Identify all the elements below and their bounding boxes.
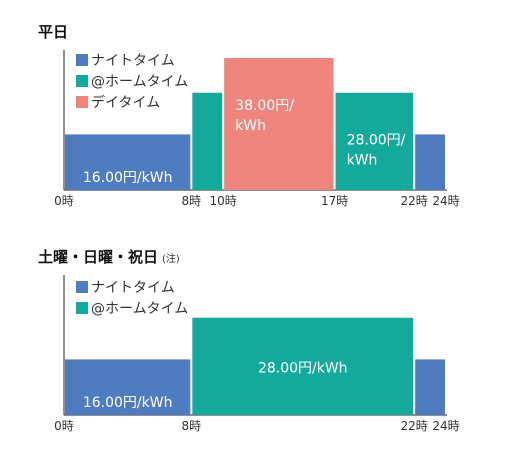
legend-swatch [76, 54, 88, 66]
x-tick-label: 10時 [210, 194, 237, 208]
legend-swatch [76, 281, 88, 293]
bar-label-line: 28.00円/ [347, 133, 406, 149]
bar-home-8-10 [192, 92, 223, 190]
chart-title: 土曜・日曜・祝日 [38, 248, 158, 266]
bar-home-8-22 [192, 317, 414, 415]
x-tick-label: 24時 [432, 194, 459, 208]
x-tick-label: 17時 [321, 194, 348, 208]
bar-day-10-17 [224, 58, 334, 190]
bar-label: 16.00円/kWh [83, 170, 173, 186]
x-tick-label: 22時 [401, 419, 428, 433]
bar-night-22-24 [415, 134, 445, 190]
legend-entry: @ホームタイム [91, 301, 188, 317]
bar-label-line: 16.00円/kWh [83, 170, 173, 186]
bar-home-17-22 [335, 92, 414, 190]
legend-entry: @ホームタイム [91, 74, 188, 90]
legend-entry: ナイトタイム [91, 280, 175, 296]
x-tick-label: 0時 [54, 419, 74, 433]
bar-label-line: kWh [347, 153, 378, 169]
holiday-chart: 土曜・日曜・祝日 (注) 16.00円/kWh 28.00円/kWh 0時 8時 22時 24… [38, 248, 460, 433]
legend-swatch [76, 96, 88, 108]
legend-swatch [76, 75, 88, 87]
bar-night-0-8 [65, 134, 191, 190]
legend-entry: デイタイム [91, 94, 160, 111]
bar-label: 16.00円/kWh [83, 395, 173, 411]
x-tick-label: 0時 [54, 194, 74, 208]
bar-night-22-24 [415, 359, 445, 415]
chart-title: 平日 [38, 23, 68, 41]
chart-note: (注) [162, 252, 180, 265]
x-tick-label: 24時 [432, 419, 459, 433]
bar-label-line: 16.00円/kWh [83, 395, 173, 411]
bar-night-0-8 [65, 359, 191, 415]
bar-label: 28.00円/kWh [258, 360, 348, 376]
bar-label: 28.00円/kWh [347, 133, 406, 169]
x-tick-label: 8時 [182, 419, 202, 433]
bar-label-line: 38.00円/ [235, 98, 294, 114]
legend-swatch [76, 302, 88, 314]
x-tick-label: 22時 [401, 194, 428, 208]
bar-label-line: 28.00円/kWh [258, 360, 348, 376]
bar-label-line: kWh [235, 118, 266, 134]
x-tick-label: 8時 [182, 194, 202, 208]
legend-entry: ナイトタイム [91, 53, 175, 69]
bar-label: 38.00円/kWh [235, 98, 294, 134]
